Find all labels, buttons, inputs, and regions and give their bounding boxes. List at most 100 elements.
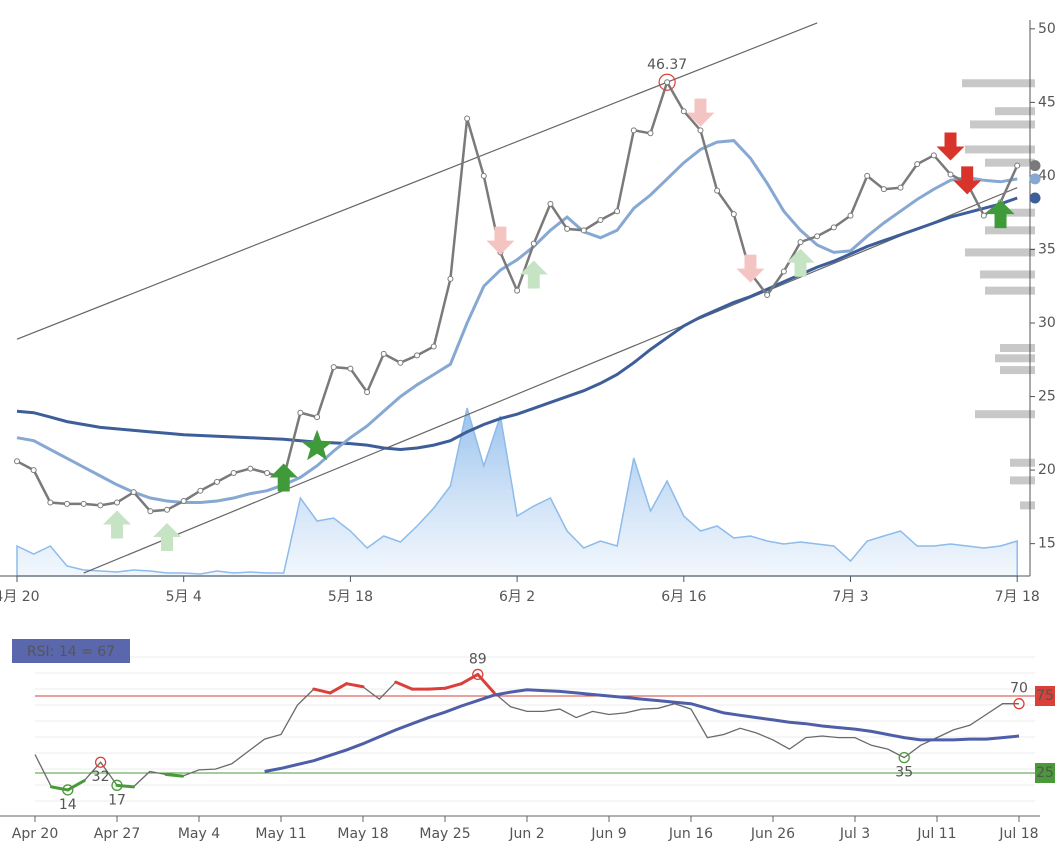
price-point [780, 268, 787, 275]
price-point [797, 239, 804, 246]
profile-bar [995, 354, 1035, 363]
rsi-zone-segment [443, 682, 463, 690]
price-point [397, 359, 404, 366]
price-point [230, 470, 237, 477]
rsi-line [34, 673, 1019, 791]
x-tick-label: 5月 18 [328, 589, 373, 605]
price-point [80, 500, 87, 507]
price-point [347, 365, 354, 372]
profile-bar [1010, 458, 1035, 467]
price-point [730, 211, 737, 218]
price-point [14, 458, 20, 465]
profile-bar [965, 248, 1035, 257]
profile-bar [985, 226, 1035, 235]
price-point [164, 506, 171, 513]
y-tick-label: 25 [1038, 389, 1056, 405]
price-point [697, 127, 704, 134]
price-point [430, 343, 437, 350]
x-tick-label: Jun 16 [668, 826, 713, 842]
price-point [114, 499, 121, 506]
rsi-zone-segment [66, 779, 86, 792]
rsi-marker-label: 70 [1010, 681, 1028, 697]
signal-up [153, 523, 182, 552]
price-point [380, 350, 387, 357]
profile-bar [980, 270, 1035, 279]
price-point [680, 108, 687, 115]
price-point [814, 233, 821, 240]
x-tick-label: 7月 18 [995, 589, 1040, 605]
price-point [264, 470, 271, 477]
price-point [1014, 162, 1021, 169]
price-point [530, 240, 537, 247]
price-point [764, 292, 771, 299]
profile-bar [985, 286, 1035, 295]
price-point [64, 500, 71, 507]
x-tick-label: 7月 3 [832, 589, 868, 605]
volume-area [16, 407, 1018, 577]
signal-up [786, 248, 815, 277]
price-point [247, 465, 254, 472]
signal-down [486, 226, 515, 255]
rsi-marker-label: 14 [59, 797, 77, 813]
profile-bar [995, 208, 1035, 217]
rsi-marker [111, 779, 123, 791]
rsi-marker [898, 751, 910, 764]
price-point [830, 224, 837, 231]
x-tick-label: May 4 [178, 826, 220, 842]
signal-star [300, 429, 334, 461]
rsi-marker-label: 17 [108, 792, 126, 808]
price-point [580, 227, 587, 234]
rsi-zone-segment [427, 686, 447, 691]
price-point [447, 275, 454, 282]
x-tick-label: Apr 20 [12, 826, 58, 842]
price-point [880, 186, 887, 193]
profile-bar [965, 145, 1035, 154]
price-point [130, 489, 137, 496]
profile-bar [1010, 476, 1035, 485]
x-tick-label: Jun 26 [750, 826, 795, 842]
x-tick-label: Jul 18 [998, 826, 1038, 842]
price-point [197, 487, 204, 494]
highlight-ring [658, 73, 676, 91]
x-tick-label: 6月 2 [499, 589, 535, 605]
price-point [664, 79, 671, 86]
x-tick-label: May 11 [255, 826, 306, 842]
rsi-zone-segment [394, 680, 414, 691]
price-point [980, 212, 987, 219]
profile-bar [1020, 501, 1035, 510]
y-tick-label: 50 [1038, 21, 1056, 37]
price-point [414, 352, 421, 359]
signal-up [269, 463, 298, 492]
y-tick-label: 40 [1038, 168, 1056, 184]
y-tick-label: 20 [1038, 462, 1056, 478]
price-line [16, 79, 1019, 513]
y-tick-label: 35 [1038, 241, 1056, 257]
price-point [330, 364, 337, 371]
price-point [547, 200, 554, 207]
price-point [214, 478, 221, 485]
price-point [97, 502, 104, 509]
signal-down [736, 254, 765, 283]
price-point [864, 172, 871, 179]
price-point [914, 161, 921, 168]
signal-down [936, 132, 965, 161]
profile-bar [970, 120, 1035, 129]
y-tick-label: 30 [1038, 315, 1056, 331]
level-badge [1035, 763, 1055, 783]
x-tick-label: 5月 4 [166, 589, 202, 605]
price-point [647, 130, 654, 137]
price-point [947, 171, 954, 178]
signal-up [519, 260, 548, 289]
trendline [83, 187, 1018, 574]
signal-down [953, 166, 982, 195]
level-badge [1035, 686, 1055, 706]
price-point [630, 127, 637, 134]
highlight-label: 46.37 [647, 57, 687, 73]
profile-bar [1000, 366, 1035, 375]
chart-title: RSI: 14 = 67 [27, 644, 115, 660]
x-tick-label: 4月 20 [0, 589, 40, 605]
profile-bar [995, 107, 1035, 116]
price-point [480, 172, 487, 179]
price-point [897, 184, 904, 191]
level-label: 75 [1036, 688, 1054, 704]
